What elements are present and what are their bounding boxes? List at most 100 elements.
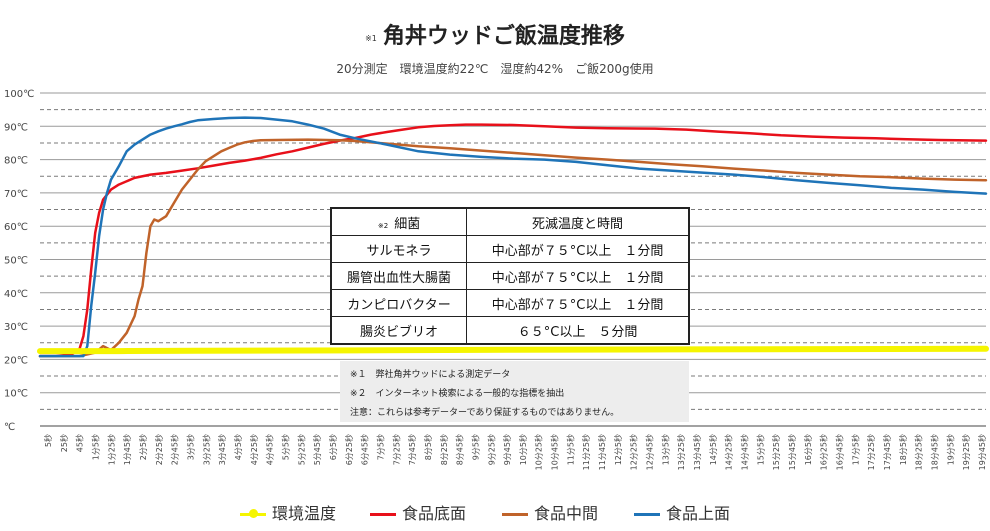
x-tick-label: 8分45秒 xyxy=(455,434,465,465)
x-tick-label: 10分5秒 xyxy=(518,434,528,465)
x-tick-label: 11分25秒 xyxy=(581,434,591,470)
legend-label-middle: 食品中間 xyxy=(534,504,599,523)
x-tick-label: 25秒 xyxy=(59,434,69,452)
note-line: ※２ インターネット検索による一般的な指標を抽出 xyxy=(350,389,565,399)
x-tick-label: 6分25秒 xyxy=(344,434,354,465)
bacteria-name: サルモネラ xyxy=(330,235,468,263)
y-tick-label: 20℃ xyxy=(4,355,28,366)
x-tick-label: 18分25秒 xyxy=(914,434,924,470)
y-tick-label: 90℃ xyxy=(4,122,28,133)
y-tick-label: 10℃ xyxy=(4,389,28,400)
x-tick-label: 1分25秒 xyxy=(106,434,116,465)
x-tick-label: 14分45秒 xyxy=(740,434,750,470)
x-tick-label: 16分5秒 xyxy=(803,434,813,465)
x-tick-label: 45秒 xyxy=(75,434,85,452)
x-tick-label: 4分25秒 xyxy=(249,434,259,465)
x-tick-label: 14分5秒 xyxy=(708,434,718,465)
x-tick-label: 9分5秒 xyxy=(470,434,480,460)
title-text: 角丼ウッドご飯温度推移 xyxy=(382,24,625,49)
chart-title: ※1 角丼ウッドご飯温度推移 xyxy=(0,18,990,50)
x-tick-label: 17分25秒 xyxy=(866,434,876,470)
table-row: カンピロバクター 中心部が７５°C以上 １分間 xyxy=(330,289,690,317)
header-label-bacteria: 細菌 xyxy=(394,216,421,232)
x-tick-label: 6分5秒 xyxy=(328,434,338,460)
series-line-middle xyxy=(38,138,988,358)
series-line-bottom xyxy=(38,123,988,358)
x-tick-label: 6分45秒 xyxy=(360,434,370,465)
notes-box: ※１ 弊社角丼ウッドによる測定データ ※２ インターネット検索による一般的な指標… xyxy=(340,361,689,422)
series-line-ambient xyxy=(37,345,989,355)
note-line: ※１ 弊社角丼ウッドによる測定データ xyxy=(350,370,511,380)
x-tick-label: 12分45秒 xyxy=(645,434,655,470)
y-tick-label: 60℃ xyxy=(4,222,28,233)
x-tick-label: 7分5秒 xyxy=(375,434,385,460)
x-tick-label: 8分25秒 xyxy=(439,434,449,465)
table-row: 腸炎ビブリオ ６５°C以上 ５分間 xyxy=(330,316,690,345)
x-tick-label: 3分45秒 xyxy=(217,434,227,465)
x-tick-label: 5秒 xyxy=(43,434,53,447)
table-row: 腸管出血性大腸菌 中心部が７５°C以上 １分間 xyxy=(330,262,690,290)
kill-condition: 中心部が７５°C以上 １分間 xyxy=(466,262,690,290)
bacteria-name: 腸管出血性大腸菌 xyxy=(330,262,468,290)
note-line: 注意：これらは参考データーであり保証するものではありません。 xyxy=(350,408,620,418)
x-tick-label: 9分45秒 xyxy=(502,434,512,465)
x-tick-label: 17分45秒 xyxy=(882,434,892,470)
x-tick-label: 4分45秒 xyxy=(265,434,275,465)
y-axis-ticks: 100℃ 90℃ 80℃ 70℃ 60℃ 50℃ 40℃ 30℃ 20℃ 10℃ ℃ xyxy=(4,89,34,433)
x-tick-label: 19分25秒 xyxy=(961,434,971,470)
x-tick-label: 16分45秒 xyxy=(835,434,845,470)
x-tick-label: 5分5秒 xyxy=(280,434,290,460)
x-tick-label: 12分25秒 xyxy=(629,434,639,470)
y-tick-label: 30℃ xyxy=(4,322,28,333)
x-tick-label: 1分5秒 xyxy=(90,434,100,460)
x-tick-label: 15分45秒 xyxy=(787,434,797,470)
x-tick-label: 18分45秒 xyxy=(930,434,940,470)
y-tick-label: 70℃ xyxy=(4,189,28,200)
legend-label-top: 食品上面 xyxy=(666,504,731,523)
x-tick-label: 1分45秒 xyxy=(122,434,132,465)
x-tick-label: 15分5秒 xyxy=(755,434,765,465)
y-tick-label: 50℃ xyxy=(4,256,28,267)
table-header-row: ※2 細菌 死滅温度と時間 xyxy=(330,207,690,236)
x-tick-label: 3分5秒 xyxy=(185,434,195,460)
table-header-condition: 死滅温度と時間 xyxy=(466,207,690,236)
x-tick-label: 15分25秒 xyxy=(771,434,781,470)
x-tick-label: 13分25秒 xyxy=(676,434,686,470)
x-tick-label: 9分25秒 xyxy=(486,434,496,465)
x-tick-label: 5分45秒 xyxy=(312,434,322,465)
series-line-top xyxy=(38,116,988,358)
legend-swatch-top xyxy=(634,513,660,516)
kill-condition: 中心部が７５°C以上 １分間 xyxy=(466,235,690,263)
x-tick-label: 10分45秒 xyxy=(550,434,560,470)
bacteria-name: カンピロバクター xyxy=(330,289,468,317)
x-tick-label: 7分25秒 xyxy=(391,434,401,465)
x-tick-label: 12分5秒 xyxy=(613,434,623,465)
y-tick-label: 80℃ xyxy=(4,156,28,167)
bacteria-table: ※2 細菌 死滅温度と時間 サルモネラ 中心部が７５°C以上 １分間 腸管出血性大… xyxy=(330,207,690,345)
title-footnote-mark: ※1 xyxy=(365,34,377,43)
chart-legend: 環境温度 食品底面 食品中間 食品上面 xyxy=(240,502,840,526)
table-footnote-mark: ※2 xyxy=(377,221,389,230)
x-tick-label: 10分25秒 xyxy=(534,434,544,470)
legend-label-bottom: 食品底面 xyxy=(402,504,467,523)
x-tick-label: 11分5秒 xyxy=(565,434,575,465)
x-tick-label: 14分25秒 xyxy=(724,434,734,470)
x-tick-label: 5分25秒 xyxy=(296,434,306,465)
x-tick-label: 13分45秒 xyxy=(692,434,702,470)
x-tick-label: 2分25秒 xyxy=(154,434,164,465)
x-tick-label: 17分5秒 xyxy=(850,434,860,465)
chart-subtitle: 20分測定 環境温度約22℃ 湿度約42% ご飯200g使用 xyxy=(336,62,654,76)
x-tick-label: 3分25秒 xyxy=(201,434,211,465)
y-tick-label: 40℃ xyxy=(4,289,28,300)
x-tick-label: 19分45秒 xyxy=(977,434,987,470)
x-tick-label: 8分5秒 xyxy=(423,434,433,460)
x-axis-ticks: 5秒 25秒 45秒 1分5秒 1分25秒 1分45秒 2分5秒 2分25秒 2分45秒 3分5秒… xyxy=(43,434,987,470)
legend-marker-ambient xyxy=(249,509,258,518)
legend-label-ambient: 環境温度 xyxy=(272,504,337,523)
x-tick-label: 11分45秒 xyxy=(597,434,607,470)
legend-swatch-middle xyxy=(502,513,528,516)
kill-condition: ６５°C以上 ５分間 xyxy=(466,316,690,345)
series-lines xyxy=(37,116,989,358)
table-header-bacteria: ※2 細菌 xyxy=(330,207,468,236)
x-tick-label: 7分45秒 xyxy=(407,434,417,465)
